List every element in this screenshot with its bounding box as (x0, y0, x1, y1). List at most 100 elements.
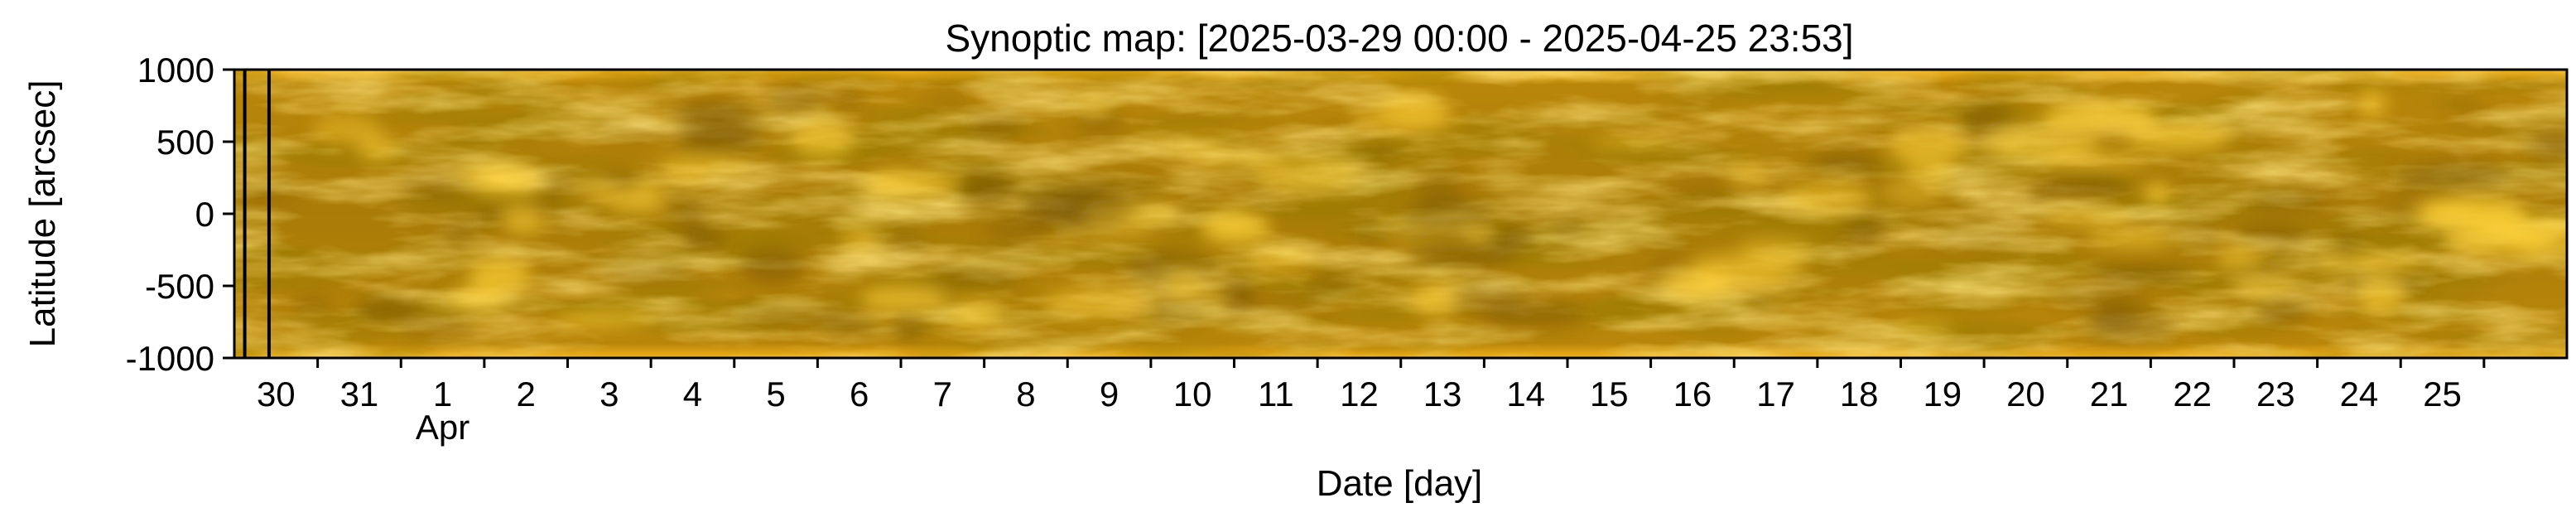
y-axis-label: Latitude [arcsec] (22, 80, 63, 348)
heatmap-cell (1352, 141, 1407, 157)
x-tick-label: 19 (1923, 375, 1962, 413)
month-label-apr: Apr (416, 408, 469, 447)
heatmap-cell (564, 175, 614, 194)
heatmap-cell (2043, 153, 2150, 167)
x-tick-label: 2 (517, 375, 536, 413)
heatmap-cell (400, 313, 478, 337)
x-tick-label: 10 (1173, 375, 1212, 413)
heatmap-cell (2248, 194, 2330, 207)
heatmap-cell (740, 249, 805, 284)
x-tick-label: 30 (257, 375, 296, 413)
heatmap-cell (607, 203, 672, 214)
heatmap-cell (662, 194, 705, 229)
x-tick-label: 13 (1423, 375, 1462, 413)
heatmap-cell (1416, 173, 1465, 209)
x-tick-label: 12 (1340, 375, 1379, 413)
x-tick-label: 14 (1506, 375, 1545, 413)
y-tick-label: 1000 (137, 51, 214, 89)
heatmap-cell (923, 271, 1025, 288)
heatmap-cell (2043, 175, 2131, 197)
heatmap-cell (528, 196, 563, 217)
heatmap-cell (1177, 152, 1286, 165)
chart-title: Synoptic map: [2025-03-29 00:00 - 2025-0… (945, 17, 1853, 60)
heatmap-cell (870, 171, 918, 190)
x-tick-label: 16 (1673, 375, 1712, 413)
x-tick-label: 7 (933, 375, 952, 413)
heatmap-cell (447, 287, 507, 310)
x-tick-label: 22 (2173, 375, 2212, 413)
heatmap-cell (1042, 288, 1148, 317)
heatmap-cell (1486, 299, 1587, 331)
heatmap-cell (468, 259, 532, 294)
heatmap-cell (598, 128, 674, 139)
heatmap-cell (860, 286, 949, 312)
heatmap-cell (2253, 297, 2310, 323)
heatmap-cell (954, 172, 1016, 204)
y-tick-label: -500 (145, 267, 214, 306)
x-tick-label: 25 (2423, 375, 2462, 413)
heatmap-cell (839, 226, 879, 251)
heatmap-cell (680, 225, 726, 249)
y-tick-label: -1000 (126, 339, 214, 378)
heatmap-cell (891, 310, 927, 341)
x-tick-label: 23 (2256, 375, 2295, 413)
heatmap-cell (2082, 310, 2175, 341)
heatmap-cell (602, 262, 696, 283)
heatmap-cell (2222, 261, 2293, 282)
heatmap-cell (2529, 130, 2567, 160)
heatmap-cell (928, 94, 972, 107)
x-tick-label: 8 (1016, 375, 1035, 413)
x-tick-label: 5 (766, 375, 785, 413)
x-tick-label: 1 (433, 375, 452, 413)
heatmap-cell (234, 188, 301, 201)
heatmap-cell (2089, 264, 2194, 283)
x-tick-label: 9 (1100, 375, 1119, 413)
heatmap-cell (1400, 200, 1495, 232)
heatmap-cell (290, 293, 335, 314)
heatmap-cell (354, 298, 421, 320)
x-tick-label: 20 (2006, 375, 2045, 413)
heatmap-cell (2318, 256, 2423, 268)
heatmap-cell (2158, 222, 2219, 252)
heatmap-cell (1730, 160, 1769, 193)
heatmap-cell (2043, 212, 2134, 225)
heatmap-cell (2392, 196, 2423, 226)
y-tick-label: 0 (195, 195, 214, 234)
heatmap-cell (2128, 122, 2232, 152)
heatmap-cell (1409, 284, 1465, 315)
heatmap-cell (1408, 240, 1518, 266)
heatmap-cell (1890, 129, 1967, 166)
heatmap-cell (734, 307, 849, 326)
heatmap-cell (1141, 138, 1231, 150)
heatmap-cell (1053, 228, 1152, 241)
heatmap-cell (1930, 230, 2025, 248)
heatmap-cell (1985, 124, 2100, 161)
x-tick-label: 3 (599, 375, 619, 413)
heatmap-cell (1379, 92, 1450, 126)
heatmap-cell (398, 176, 484, 201)
heatmap-cell (1144, 297, 1207, 323)
heatmap-cell (830, 88, 865, 112)
x-tick-label: 31 (340, 375, 379, 413)
heatmap-cell (1690, 273, 1788, 294)
heatmap-cell (2143, 184, 2173, 204)
x-tick-label: 4 (683, 375, 702, 413)
heatmap-cell (1589, 136, 1671, 148)
heatmap-cell (663, 170, 710, 186)
heatmap-cell (792, 122, 855, 158)
heatmap-cell (2357, 89, 2387, 118)
x-axis-label: Date [day] (1317, 463, 1483, 504)
y-tick-label: 500 (156, 123, 214, 162)
heatmap-cell (1549, 222, 1586, 234)
x-tick-label: 18 (1840, 375, 1879, 413)
heatmap-cell (1782, 182, 1873, 215)
heatmap-cell (679, 106, 765, 142)
heatmap-cell (655, 156, 752, 174)
heatmap-plot-area (234, 70, 2567, 358)
heatmap-cell (2054, 283, 2150, 312)
x-tick-label: 11 (1258, 375, 1294, 413)
heatmap-cell (1307, 275, 1355, 290)
heatmap-cell (311, 115, 382, 143)
heatmap-cell (585, 187, 670, 203)
